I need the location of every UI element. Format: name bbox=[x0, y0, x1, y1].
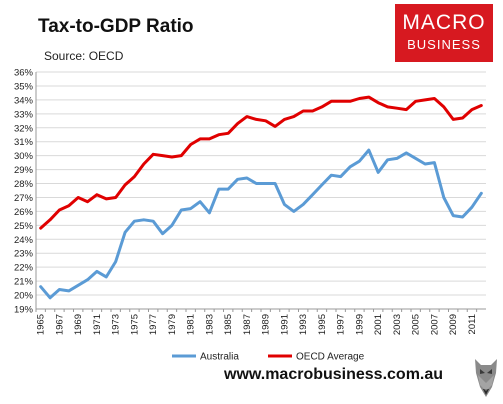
x-tick-label: 1971 bbox=[92, 314, 103, 335]
x-tick-label: 1989 bbox=[261, 314, 272, 335]
y-tick-label: 30% bbox=[14, 151, 34, 162]
x-tick-label: 1985 bbox=[223, 314, 234, 335]
x-tick-label: 1979 bbox=[167, 314, 178, 335]
legend-label: Australia bbox=[200, 352, 239, 363]
logo-line-1: MACRO bbox=[402, 11, 486, 34]
chart-source: Source: OECD bbox=[44, 49, 124, 63]
x-tick-label: 2005 bbox=[411, 314, 422, 335]
x-tick-label: 2003 bbox=[392, 314, 403, 335]
legend-label: OECD Average bbox=[296, 352, 365, 363]
y-tick-label: 29% bbox=[14, 165, 34, 176]
y-tick-label: 31% bbox=[14, 137, 34, 148]
x-tick-label: 1983 bbox=[204, 314, 215, 335]
logo-line-2: BUSINESS bbox=[407, 37, 481, 52]
y-tick-label: 28% bbox=[14, 179, 34, 190]
y-tick-label: 24% bbox=[14, 235, 34, 246]
y-tick-label: 25% bbox=[14, 221, 34, 232]
y-tick-label: 22% bbox=[14, 263, 34, 274]
x-tick-label: 1965 bbox=[36, 314, 47, 335]
x-tick-label: 1997 bbox=[336, 314, 347, 335]
y-tick-label: 19% bbox=[14, 305, 34, 316]
wolf-icon bbox=[475, 359, 497, 397]
x-tick-label: 1969 bbox=[73, 314, 84, 335]
footer-url: www.macrobusiness.com.au bbox=[224, 366, 444, 383]
chart-title: Tax-to-GDP Ratio bbox=[38, 16, 194, 37]
x-tick-label: 1977 bbox=[148, 314, 159, 335]
macrobusiness-logo: MACRO BUSINESS bbox=[395, 4, 493, 62]
y-tick-label: 32% bbox=[14, 123, 34, 134]
series-line-oecd-average bbox=[39, 95, 483, 230]
x-tick-label: 1981 bbox=[186, 314, 197, 335]
y-tick-label: 34% bbox=[14, 95, 34, 106]
y-tick-label: 33% bbox=[14, 109, 34, 120]
y-tick-label: 21% bbox=[14, 277, 34, 288]
x-tick-label: 1999 bbox=[354, 314, 365, 335]
x-tick-label: 2011 bbox=[467, 314, 478, 334]
series-line-australia bbox=[39, 148, 483, 300]
y-tick-label: 23% bbox=[14, 249, 34, 260]
y-tick-label: 20% bbox=[14, 291, 34, 302]
x-tick-label: 1991 bbox=[279, 314, 290, 335]
x-tick-label: 2009 bbox=[448, 314, 459, 335]
x-tick-label: 2007 bbox=[429, 314, 440, 335]
y-tick-label: 36% bbox=[14, 68, 34, 79]
x-tick-label: 1993 bbox=[298, 314, 309, 335]
y-tick-label: 27% bbox=[14, 193, 34, 204]
x-tick-label: 1995 bbox=[317, 314, 328, 335]
x-tick-label: 1987 bbox=[242, 314, 253, 335]
x-tick-label: 2001 bbox=[373, 314, 384, 335]
x-tick-label: 1975 bbox=[129, 314, 140, 335]
x-tick-label: 1967 bbox=[54, 314, 65, 335]
y-tick-label: 26% bbox=[14, 207, 34, 218]
x-tick-label: 1973 bbox=[111, 314, 122, 335]
y-tick-label: 35% bbox=[14, 81, 34, 92]
